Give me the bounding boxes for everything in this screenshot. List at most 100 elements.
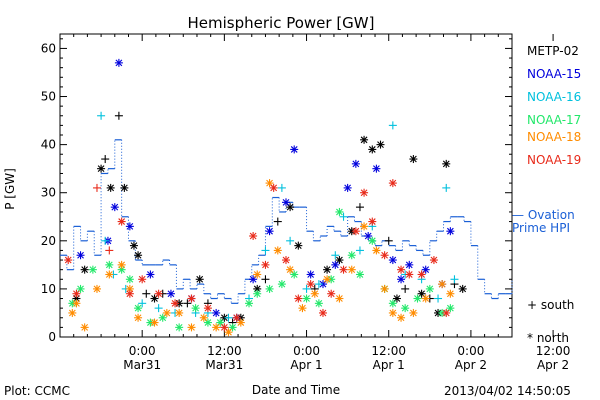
noaa-17-north-point (388, 299, 397, 308)
legend-south-symbol: + south (527, 298, 575, 312)
noaa-18-north-point (162, 308, 171, 317)
noaa-18-north-point (347, 265, 356, 274)
legend-ovation-line1: — Ovation (512, 208, 575, 222)
metp-02-south-point (384, 236, 393, 245)
metp-02-north-point (376, 140, 385, 149)
legend-noaa-15: NOAA-15 (527, 67, 582, 81)
noaa-18-north-point (125, 284, 134, 293)
noaa-18-north-point (92, 284, 101, 293)
legend-metp-02: METP-02 (527, 44, 579, 58)
noaa-18-north-point (187, 323, 196, 332)
noaa-19-north-point (282, 256, 290, 265)
noaa-19-north-point (220, 323, 229, 332)
noaa-15-north-point (388, 256, 397, 265)
x-tick-label-time: 12:00 (371, 344, 406, 358)
noaa-18-north-point (105, 270, 114, 279)
metp-02-north-point (360, 135, 369, 144)
metp-02-north-point (134, 251, 143, 260)
noaa-17-north-point (335, 207, 344, 216)
x-tick-label-date: Apr 1 (290, 358, 322, 372)
metp-02-north-point (368, 145, 377, 154)
noaa-15-north-point (290, 145, 299, 154)
noaa-18-north-point (117, 260, 126, 269)
noaa-17-north-point (302, 294, 311, 303)
x-tick-label-time: 0:00 (129, 344, 156, 358)
noaa-18-north-point (265, 179, 274, 188)
plot-credit: Plot: CCMC (4, 384, 70, 398)
noaa-18-north-point (236, 318, 245, 327)
noaa-18-north-point (335, 294, 344, 303)
y-tick-label: 40 (41, 138, 56, 152)
legend-noaa-17: NOAA-17 (527, 113, 582, 127)
noaa-17-north-point (88, 265, 97, 274)
x-tick-label-date: Mar31 (123, 358, 161, 372)
noaa-15-north-point (282, 198, 290, 207)
noaa-16-south-point (138, 299, 147, 308)
noaa-16-south-point (355, 246, 364, 255)
noaa-17-north-point (191, 304, 200, 313)
metp-02-north-point (409, 155, 418, 164)
noaa-19-north-point (171, 299, 180, 308)
metp-02-north-point (97, 164, 106, 173)
noaa-18-north-point (421, 294, 430, 303)
noaa-16-south-point (101, 236, 110, 245)
noaa-17-north-point (105, 260, 114, 269)
noaa-18-north-point (446, 289, 455, 298)
y-tick-label: 50 (41, 90, 56, 104)
noaa-15-north-point (146, 270, 155, 279)
noaa-17-north-point (347, 251, 356, 260)
noaa-19-north-point (117, 217, 126, 226)
noaa-18-north-point (253, 270, 262, 279)
noaa-17-north-point (401, 304, 410, 313)
noaa-18-north-point (380, 284, 389, 293)
metp-02-north-point (80, 265, 89, 274)
noaa-15-north-point (114, 58, 123, 67)
noaa-16-south-point (314, 280, 323, 289)
noaa-16-south-point (388, 121, 397, 130)
noaa-19-north-point (187, 294, 196, 303)
noaa-17-north-point (125, 275, 134, 284)
noaa-17-north-point (134, 304, 143, 313)
metp-02-south-point (355, 203, 364, 212)
noaa-16-south-point (224, 313, 233, 322)
noaa-16-south-point (331, 251, 340, 260)
x-tick-label-time: 12:00 (207, 344, 242, 358)
noaa-19-north-point (232, 313, 241, 322)
y-tick-label: 10 (41, 282, 56, 296)
noaa-19-south-point (105, 246, 114, 255)
metp-02-north-point (442, 159, 451, 168)
noaa-18-north-point (68, 308, 77, 317)
noaa-15-north-point (306, 270, 315, 279)
noaa-19-north-point (261, 260, 270, 269)
noaa-15-north-point (265, 227, 274, 236)
y-tick-label: 60 (41, 41, 56, 55)
noaa-15-north-point (343, 183, 352, 192)
noaa-18-north-point (372, 246, 381, 255)
noaa-15-north-point (331, 260, 340, 269)
noaa-16-south-point (154, 304, 163, 313)
noaa-19-north-point (380, 251, 389, 260)
chart-title: Hemispheric Power [GW] (188, 14, 375, 32)
metp-02-north-point (129, 241, 138, 250)
metp-02-north-point (458, 284, 467, 293)
noaa-19-north-point (203, 304, 212, 313)
x-tick-label-date: Apr 1 (373, 358, 405, 372)
y-tick-label: 20 (41, 234, 56, 248)
metp-02-north-point (294, 241, 303, 250)
noaa-19-north-point (405, 270, 414, 279)
noaa-19-north-point (327, 289, 336, 298)
legend-noaa-16: NOAA-16 (527, 90, 582, 104)
metp-02-south-point (261, 275, 270, 284)
noaa-19-north-point (368, 217, 377, 226)
noaa-16-south-point (339, 212, 348, 221)
noaa-15-north-point (125, 222, 134, 231)
metp-02-south-point (401, 284, 410, 293)
noaa-18-north-point (134, 313, 143, 322)
metp-02-north-point (120, 183, 129, 192)
noaa-16-south-point (450, 275, 459, 284)
noaa-18-north-point (438, 280, 447, 289)
noaa-15-north-point (446, 227, 455, 236)
noaa-17-north-point (245, 299, 254, 308)
noaa-15-north-point (397, 275, 406, 284)
